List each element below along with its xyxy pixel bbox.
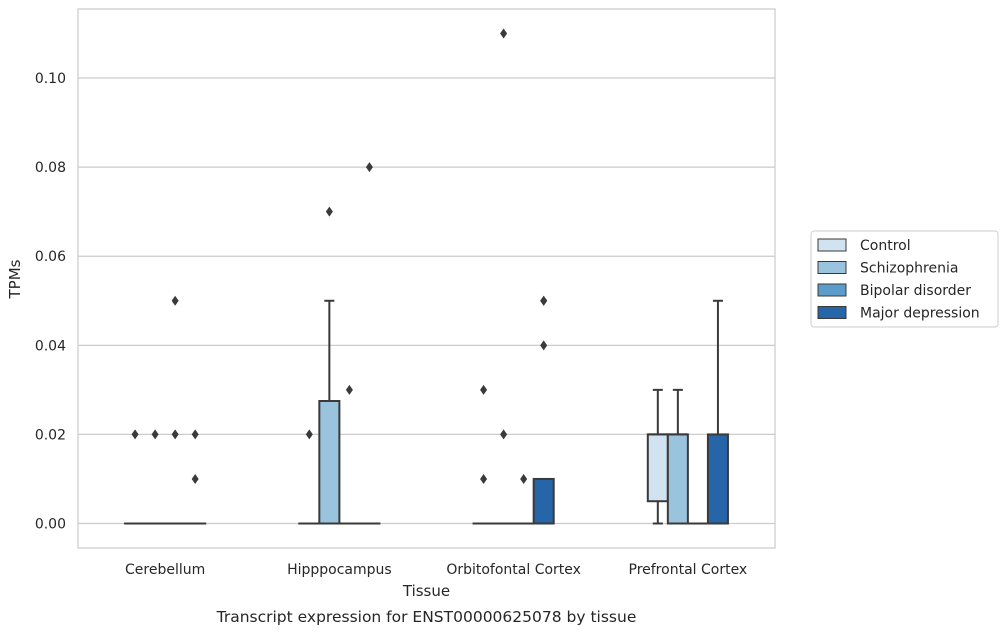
legend-swatch [817,283,847,297]
outlier-point [131,429,139,440]
outlier-point [305,429,313,440]
box-schizophrenia [144,429,167,525]
outlier-point [365,162,373,173]
x-tick-label: Prefrontal Cortex [629,562,748,578]
legend-swatch [817,238,847,252]
box-schizophrenia [492,28,515,525]
outlier-point [325,206,333,217]
x-tick-labels: Cerebellum Hipppocampus Orbitofontal Corte… [125,562,747,578]
chart-caption: Transcript expression for ENST0000062507… [216,608,637,626]
y-tick-labels: 0.00 0.02 0.04 0.06 0.08 0.10 [35,71,66,532]
outlier-point [345,384,353,395]
box-major-depression [706,299,729,525]
box-body [532,477,555,525]
y-tick-label: 0.02 [35,427,66,443]
legend: Control Schizophrenia Bipolar disorder Majo… [810,230,999,328]
legend-label: Schizophrenia [860,261,958,277]
y-axis-label: TPMs [6,259,24,299]
outlier-point [151,429,159,440]
outlier-point [520,473,528,484]
box-major-depression [358,162,381,525]
box-bipolar-disorder [512,473,535,525]
y-tick-label: 0.06 [35,249,66,265]
x-tick-label: Hipppocampus [287,562,392,578]
box-major-depression [532,295,555,525]
outlier-point [500,429,508,440]
box-bipolar-disorder [338,384,361,525]
y-tick-label: 0.08 [35,160,66,176]
legend-label: Major depression [860,306,980,322]
outlier-point [540,340,548,351]
legend-swatch [817,261,847,274]
box-major-depression [184,429,207,525]
outlier-point [500,28,508,39]
outlier-point [171,429,179,440]
box-control [298,429,321,525]
outlier-point [191,429,199,440]
x-axis-label: Tissue [402,582,450,600]
plot-frame [77,8,776,549]
outlier-point [480,473,488,484]
box-control [646,388,669,525]
box-body [706,433,729,525]
box-bipolar-disorder [164,295,187,525]
box-schizophrenia [318,206,341,525]
legend-label: Control [860,238,911,254]
outlier-point [191,473,199,484]
outlier-point [171,295,179,306]
legend-label: Bipolar disorder [860,283,971,299]
legend-swatch [817,306,847,319]
box-control [472,384,495,525]
y-tick-label: 0.00 [35,517,66,533]
x-tick-label: Cerebellum [125,562,205,578]
outlier-point [540,295,548,306]
box-body [666,433,689,525]
legend-frame [810,230,999,328]
y-tick-label: 0.10 [35,71,66,87]
x-tick-label: Orbitofontal Cortex [446,562,581,578]
box-body [646,433,669,503]
box-control [124,429,147,525]
box-groups [124,28,729,525]
box-body [318,400,341,525]
outlier-point [480,384,488,395]
y-tick-label: 0.04 [35,338,66,354]
box-schizophrenia [666,388,689,525]
